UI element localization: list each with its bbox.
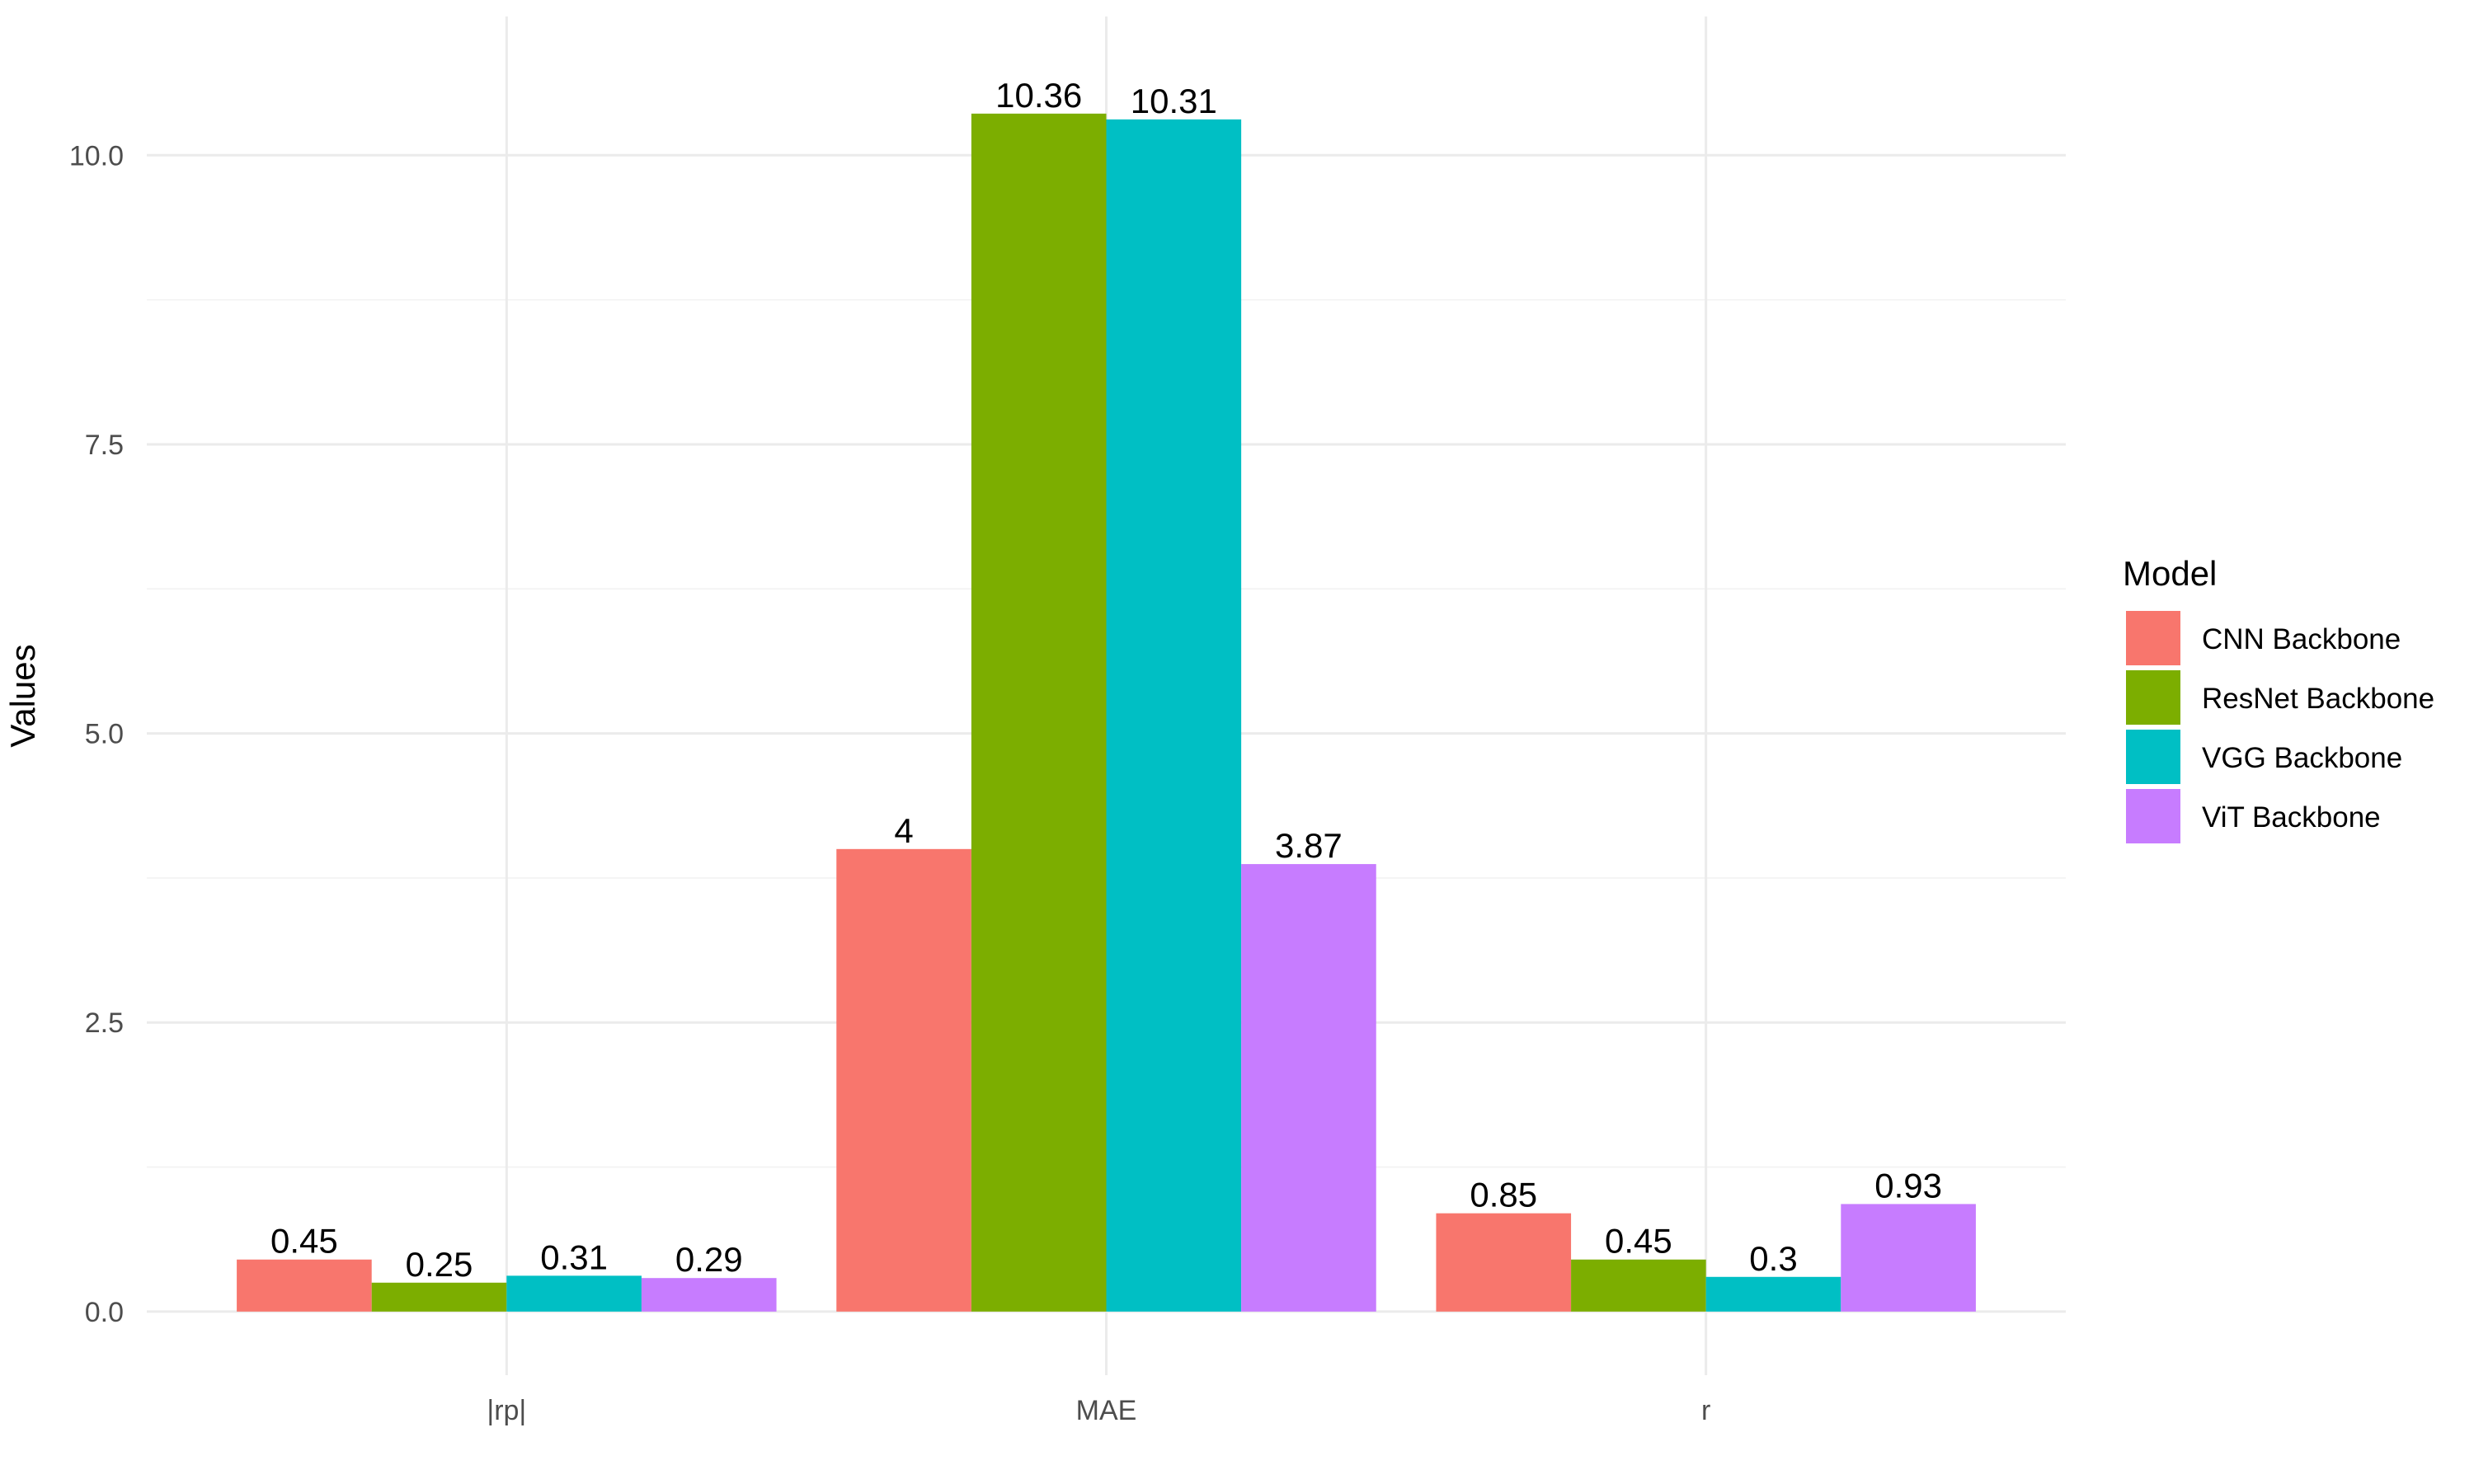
legend-key <box>2126 789 2180 843</box>
legend-label: VGG Backbone <box>2202 742 2402 774</box>
bars <box>237 113 1976 1312</box>
bar <box>1106 119 1242 1312</box>
legend-label: CNN Backbone <box>2202 623 2401 655</box>
data-label: 0.93 <box>1874 1166 1942 1205</box>
bar <box>641 1278 777 1312</box>
bar <box>371 1282 507 1312</box>
bar <box>971 113 1107 1312</box>
data-label: 0.45 <box>270 1222 338 1261</box>
y-tick-label: 10.0 <box>69 140 124 171</box>
x-tick-label: MAE <box>1076 1395 1137 1426</box>
data-label: 10.31 <box>1131 82 1217 120</box>
bar <box>836 848 971 1312</box>
bar <box>506 1275 642 1312</box>
data-label: 0.45 <box>1605 1222 1672 1261</box>
bar <box>1241 864 1376 1312</box>
data-label: 10.36 <box>995 76 1082 115</box>
y-tick-label: 2.5 <box>85 1007 124 1039</box>
data-label: 3.87 <box>1275 826 1343 865</box>
x-tick-label: r <box>1701 1395 1710 1426</box>
y-tick-label: 5.0 <box>85 719 124 750</box>
legend-label: ViT Backbone <box>2202 801 2381 834</box>
data-label: 0.3 <box>1749 1239 1797 1278</box>
bar <box>1705 1276 1841 1312</box>
y-tick-label: 0.0 <box>85 1297 124 1328</box>
y-tick-label: 7.5 <box>85 430 124 461</box>
data-label: 0.31 <box>540 1237 608 1276</box>
x-tick-label: |rp| <box>487 1395 526 1426</box>
legend-label: ResNet Backbone <box>2202 683 2434 715</box>
legend-title: Model <box>2123 554 2217 593</box>
data-label: 0.85 <box>1470 1176 1537 1214</box>
bar <box>237 1259 372 1312</box>
bar <box>1571 1259 1706 1312</box>
y-axis-title: Values <box>3 644 42 747</box>
data-label: 0.25 <box>406 1245 473 1284</box>
legend-key <box>2126 670 2180 725</box>
bar <box>1436 1213 1572 1312</box>
legend-key <box>2126 611 2180 665</box>
bar <box>1841 1204 1976 1312</box>
legend: Model CNN Backbone ResNet Backbone VGG Bac… <box>2123 554 2434 843</box>
legend-key <box>2126 730 2180 784</box>
data-label: 0.29 <box>675 1240 743 1279</box>
data-label: 4 <box>894 811 913 850</box>
data-labels: 0.45 4 0.85 0.25 10.36 0.45 0.31 10.31 0.3 0.29 3.… <box>270 76 1942 1284</box>
axes: Values 0.0 2.5 5.0 7.5 10.0 |rp| MAE r <box>3 140 1710 1426</box>
